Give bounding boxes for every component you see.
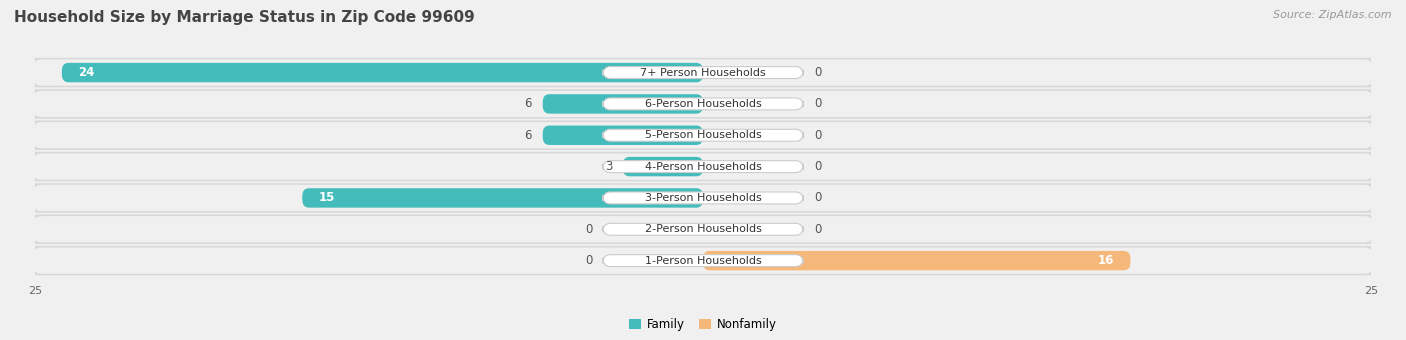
Text: 0: 0 [814, 129, 821, 142]
Text: 6: 6 [524, 129, 531, 142]
FancyBboxPatch shape [703, 251, 1130, 270]
Text: 0: 0 [814, 66, 821, 79]
Text: 4-Person Households: 4-Person Households [644, 162, 762, 172]
FancyBboxPatch shape [32, 216, 1374, 242]
Text: 15: 15 [318, 191, 335, 204]
Text: 1-Person Households: 1-Person Households [644, 256, 762, 266]
FancyBboxPatch shape [32, 91, 1374, 117]
Text: 0: 0 [814, 98, 821, 111]
FancyBboxPatch shape [603, 192, 803, 204]
Text: 0: 0 [585, 223, 592, 236]
FancyBboxPatch shape [543, 94, 703, 114]
FancyBboxPatch shape [603, 223, 803, 235]
Text: 0: 0 [585, 254, 592, 267]
FancyBboxPatch shape [27, 120, 1379, 150]
FancyBboxPatch shape [32, 122, 1374, 149]
Text: Household Size by Marriage Status in Zip Code 99609: Household Size by Marriage Status in Zip… [14, 10, 475, 25]
Text: 0: 0 [814, 160, 821, 173]
FancyBboxPatch shape [603, 255, 803, 267]
FancyBboxPatch shape [27, 215, 1379, 244]
FancyBboxPatch shape [623, 157, 703, 176]
FancyBboxPatch shape [27, 89, 1379, 119]
FancyBboxPatch shape [27, 152, 1379, 181]
Text: 2-Person Households: 2-Person Households [644, 224, 762, 234]
FancyBboxPatch shape [27, 58, 1379, 87]
Text: 5-Person Households: 5-Person Households [644, 130, 762, 140]
Text: 7+ Person Households: 7+ Person Households [640, 68, 766, 78]
FancyBboxPatch shape [603, 129, 803, 141]
Text: 3-Person Households: 3-Person Households [644, 193, 762, 203]
Legend: Family, Nonfamily: Family, Nonfamily [624, 313, 782, 336]
Text: 6-Person Households: 6-Person Households [644, 99, 762, 109]
FancyBboxPatch shape [32, 248, 1374, 274]
FancyBboxPatch shape [543, 125, 703, 145]
Text: 0: 0 [814, 223, 821, 236]
Text: 3: 3 [605, 160, 612, 173]
FancyBboxPatch shape [27, 183, 1379, 213]
FancyBboxPatch shape [32, 153, 1374, 180]
FancyBboxPatch shape [27, 246, 1379, 275]
Text: 24: 24 [77, 66, 94, 79]
FancyBboxPatch shape [603, 98, 803, 110]
Text: 0: 0 [814, 191, 821, 204]
FancyBboxPatch shape [32, 59, 1374, 86]
Text: 6: 6 [524, 98, 531, 111]
FancyBboxPatch shape [62, 63, 703, 82]
FancyBboxPatch shape [32, 185, 1374, 211]
Text: Source: ZipAtlas.com: Source: ZipAtlas.com [1274, 10, 1392, 20]
FancyBboxPatch shape [302, 188, 703, 208]
FancyBboxPatch shape [603, 160, 803, 173]
Text: 16: 16 [1098, 254, 1115, 267]
FancyBboxPatch shape [603, 67, 803, 79]
